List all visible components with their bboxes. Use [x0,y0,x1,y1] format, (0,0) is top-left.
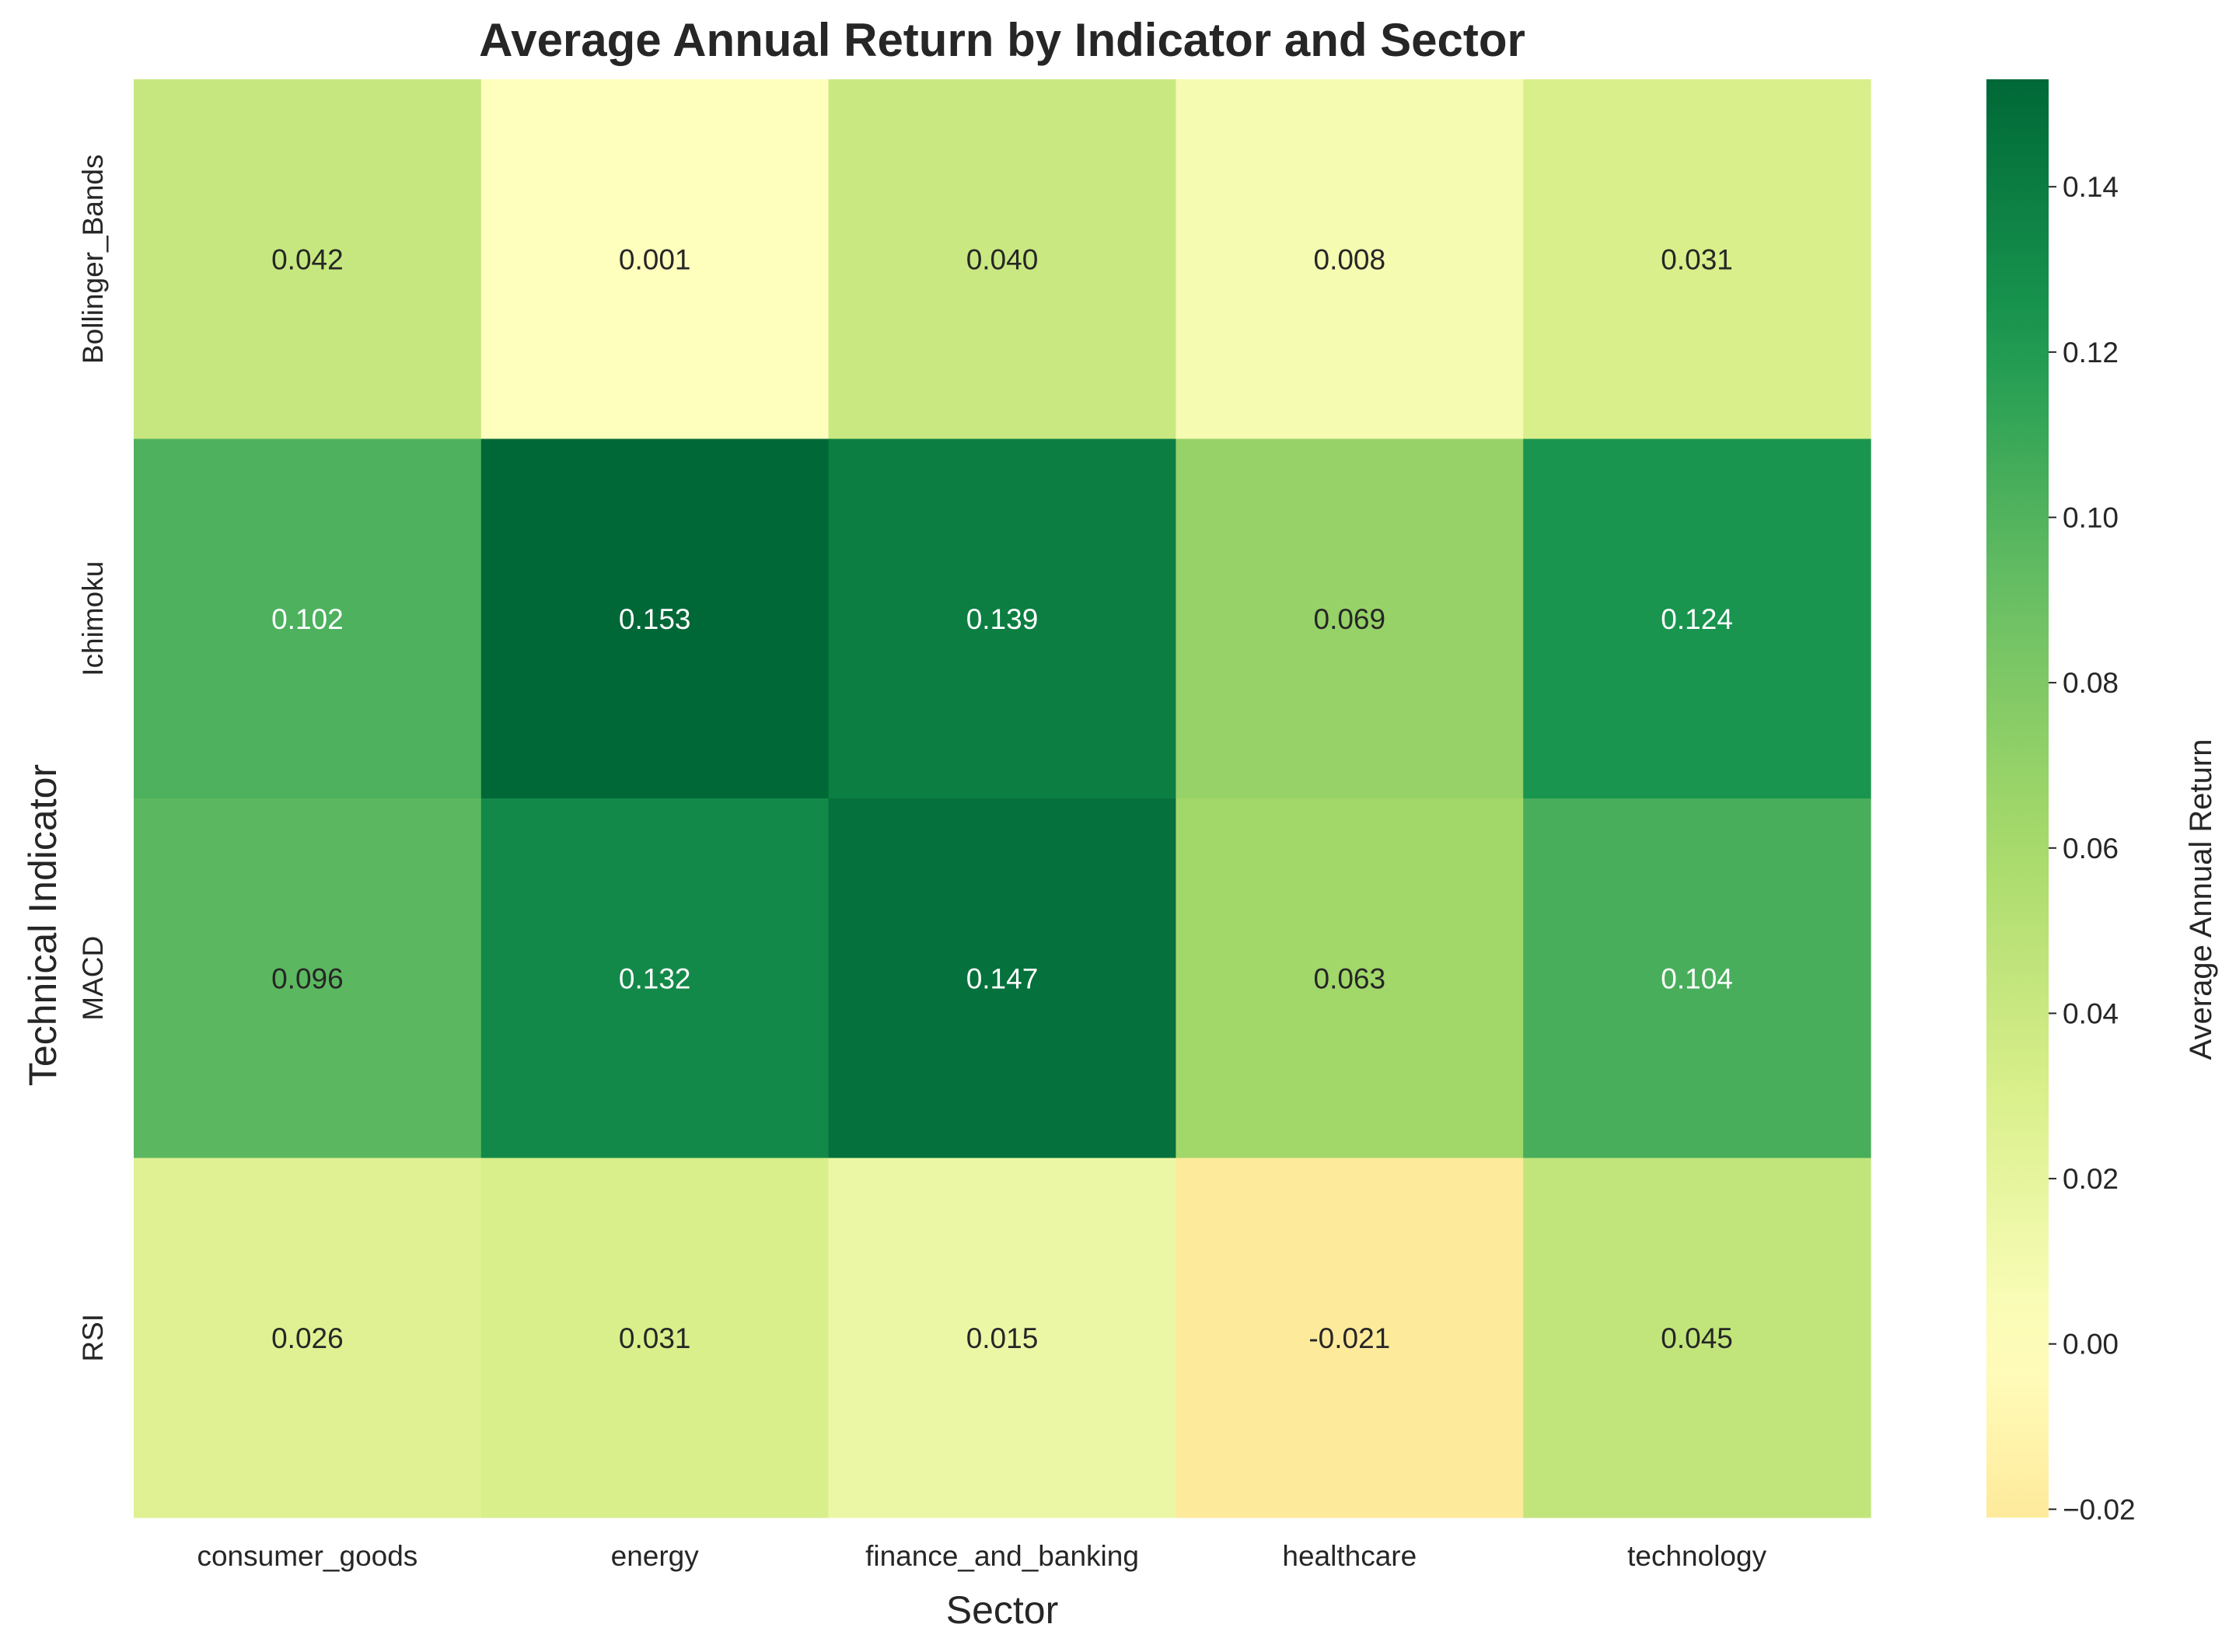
colorbar-label: Average Annual Return [2184,739,2218,1060]
colorbar-tick-label: 0.08 [2063,667,2119,699]
colorbar-tick-label: 0.04 [2063,997,2119,1029]
cell-value-label: 0.031 [1661,243,1733,275]
cell-value-label: 0.042 [271,243,344,275]
heatmap-cell [1176,798,1524,1159]
cell-value-label: 0.045 [1661,1322,1733,1354]
heatmap-cell [134,798,482,1159]
colorbar-tick-label: 0.12 [2063,337,2119,368]
x-tick-label: consumer_goods [197,1540,417,1572]
heatmap-cell [828,79,1176,440]
x-axis-label: Sector [946,1588,1059,1632]
heatmap-cells [134,79,1871,1518]
y-axis-label: Technical Indicator [21,764,65,1086]
cell-value-label: 0.147 [966,962,1039,994]
heatmap-cell [480,1158,830,1518]
heatmap-cell [828,798,1176,1159]
cell-value-label: 0.124 [1661,603,1733,635]
x-tick-labels: consumer_goods energy finance_and_banking h… [197,1540,1766,1572]
cell-value-label: 0.015 [966,1322,1039,1354]
cell-value-label: 0.139 [966,603,1039,635]
colorbar-tick-label: 0.06 [2063,833,2119,864]
heatmap-cell [1176,79,1524,440]
y-tick-label: Ichimoku [77,561,109,676]
x-tick-label: healthcare [1282,1540,1417,1572]
cell-value-label: 0.008 [1314,243,1386,275]
heatmap-cell [1176,1158,1524,1518]
colorbar-tick-label: 0.00 [2063,1329,2119,1360]
cell-value-label: 0.040 [966,243,1039,275]
x-tick-label: technology [1627,1540,1766,1572]
heatmap-cell [1523,79,1871,440]
cell-value-label: 0.026 [271,1322,344,1354]
cell-value-label: 0.102 [271,603,344,635]
cell-value-label: 0.104 [1661,962,1733,994]
cell-value-label: 0.153 [619,603,691,635]
heatmap-cell [1523,798,1871,1159]
heatmap-cell [1176,438,1524,799]
cell-value-label: 0.001 [619,243,691,275]
heatmap-cell [134,438,482,799]
colorbar-ticks: −0.02 0.00 0.02 0.04 0.06 0.08 0.10 0.12 0.14 [2049,171,2136,1525]
heatmap-cell [134,79,482,440]
cell-value-label: 0.063 [1314,962,1386,994]
heatmap-cell [1523,438,1871,799]
heatmap-cell [828,438,1176,799]
colorbar-tick-label: 0.10 [2063,502,2119,534]
heatmap-cell [480,798,830,1159]
cell-value-label: 0.031 [619,1322,691,1354]
colorbar [1986,79,2049,1518]
y-tick-label: MACD [77,936,109,1021]
chart-title: Average Annual Return by Indicator and S… [479,14,1525,66]
x-tick-label: finance_and_banking [865,1540,1139,1572]
cell-value-label: 0.132 [619,962,691,994]
x-tick-label: energy [611,1540,700,1572]
colorbar-tick-label: −0.02 [2063,1493,2136,1525]
heatmap-cell [480,438,830,799]
y-tick-labels: Bollinger_Bands Ichimoku MACD RSI [77,155,109,1362]
heatmap-cell [134,1158,482,1518]
heatmap-cell [1523,1158,1871,1518]
colorbar-tick-label: 0.02 [2063,1163,2119,1195]
cell-value-label: -0.021 [1308,1322,1390,1354]
colorbar-tick-label: 0.14 [2063,171,2119,203]
heatmap-cell [828,1158,1176,1518]
y-tick-label: Bollinger_Bands [77,155,109,364]
cell-value-label: 0.096 [271,962,344,994]
cell-value-label: 0.069 [1314,603,1386,635]
y-tick-label: RSI [77,1314,109,1362]
heatmap-cell [480,79,830,440]
heatmap-cell-labels: 0.042 0.001 0.040 0.008 0.031 0.102 0.153 0.139… [271,243,1733,1354]
